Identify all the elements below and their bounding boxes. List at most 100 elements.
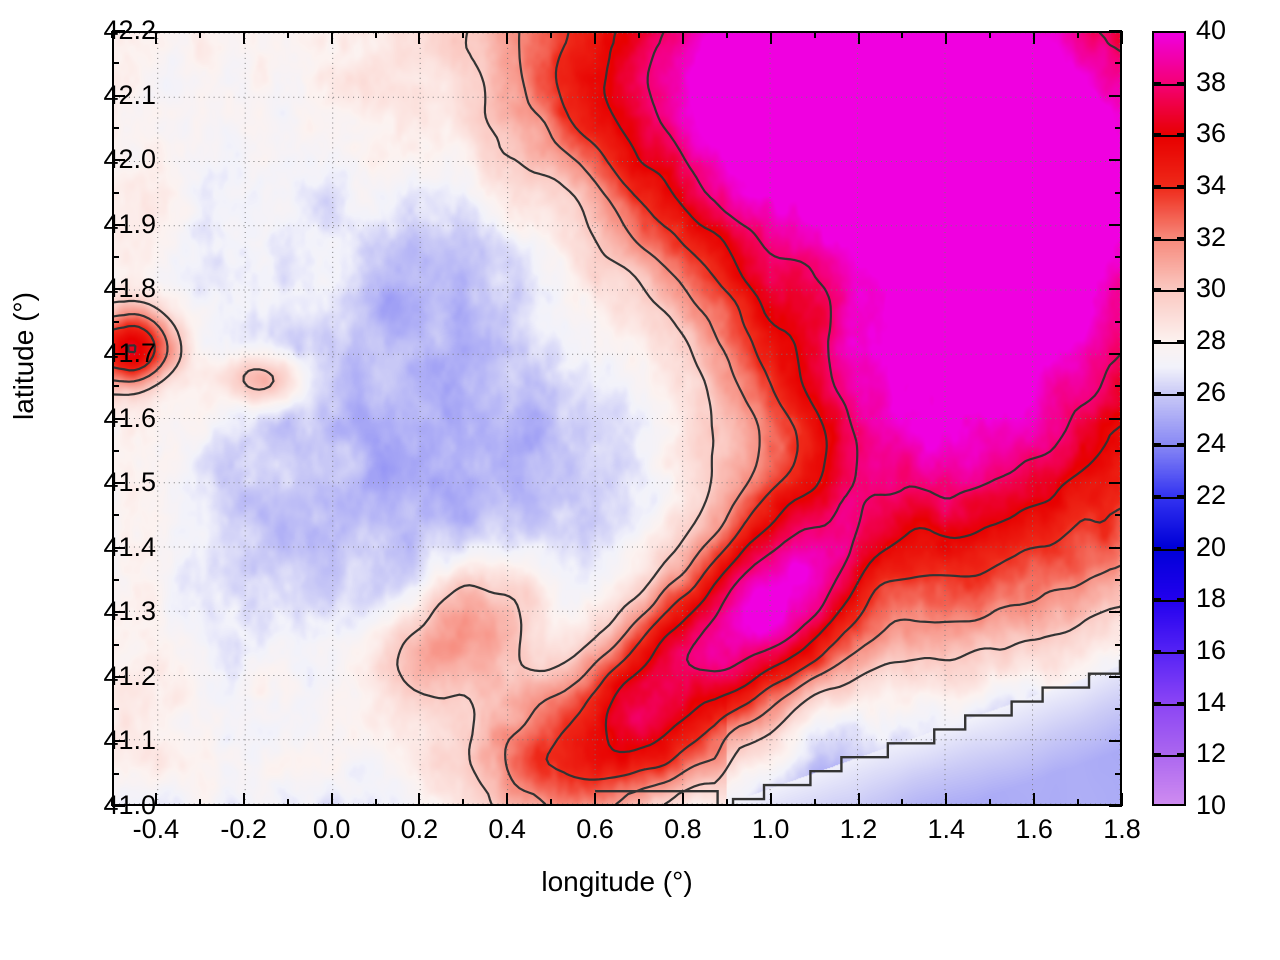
y-axis-tick — [112, 514, 119, 517]
colorbar-tick — [1177, 495, 1186, 497]
colorbar-band-separator — [1154, 83, 1184, 86]
colorbar-tick — [1177, 340, 1186, 342]
x-axis-tick-top — [374, 31, 377, 38]
y-axis-title: latitude (°) — [8, 292, 39, 420]
colorbar-tick — [1152, 236, 1161, 239]
colorbar-band-separator — [1154, 497, 1184, 499]
y-axis-tick — [112, 482, 125, 485]
y-axis-tick-right — [1115, 256, 1122, 258]
x-axis-tick — [506, 793, 509, 806]
x-axis-tick-top — [111, 31, 113, 38]
y-axis-tick-right — [1109, 740, 1122, 743]
y-axis-tick — [112, 417, 125, 420]
y-axis-tick-label: 41.4 — [103, 531, 156, 562]
x-axis-tick — [594, 793, 596, 806]
map-plot-area[interactable] — [112, 31, 1122, 806]
x-axis-tick — [1121, 793, 1123, 806]
x-axis-tick-top — [1033, 31, 1036, 44]
colorbar[interactable] — [1152, 31, 1186, 806]
colorbar-tick-label: 14 — [1196, 686, 1227, 717]
colorbar-tick — [1152, 546, 1161, 549]
colorbar-band-separator — [1154, 187, 1184, 189]
colorbar-tick — [1152, 701, 1161, 704]
y-axis-tick-right — [1115, 191, 1122, 194]
colorbar-tick — [1177, 81, 1186, 84]
x-axis-title: longitude (°) — [541, 866, 693, 897]
y-axis-tick-right — [1115, 126, 1122, 129]
y-axis-tick-label: 42.2 — [103, 15, 156, 45]
y-axis-tick-label: 41.5 — [103, 467, 156, 498]
colorbar-tick — [1177, 288, 1186, 291]
colorbar-tick — [1152, 650, 1161, 652]
y-axis-tick-right — [1115, 62, 1122, 65]
x-axis-tick-top — [550, 31, 553, 38]
x-axis-tick-label: 0.6 — [576, 814, 614, 844]
x-axis-tick — [330, 793, 333, 806]
x-axis-tick-label: -0.4 — [132, 814, 180, 844]
y-axis-tick — [112, 62, 119, 65]
colorbar-tick — [1152, 443, 1161, 446]
x-axis-tick — [857, 793, 860, 806]
colorbar-tick — [1152, 288, 1161, 291]
y-axis-tick-label: 41.3 — [103, 596, 156, 627]
colorbar-tick-label: 28 — [1196, 325, 1227, 355]
colorbar-tick — [1177, 598, 1186, 601]
colorbar-tick-label: 22 — [1196, 480, 1227, 510]
colorbar-tick — [1177, 391, 1186, 394]
x-axis-tick-top — [813, 31, 816, 38]
colorbar-tick-label: 16 — [1196, 635, 1227, 665]
x-axis-tick — [111, 799, 113, 806]
x-axis-tick-label: -0.2 — [220, 814, 267, 844]
y-axis-tick-right — [1115, 385, 1122, 388]
y-axis-tick — [112, 159, 125, 162]
x-axis-tick — [198, 799, 201, 806]
y-axis-tick-right — [1109, 611, 1122, 614]
colorbar-tick — [1177, 546, 1186, 549]
y-axis-tick — [112, 546, 125, 549]
colorbar-band-separator — [1154, 135, 1184, 138]
colorbar-tick-label: 34 — [1196, 170, 1227, 200]
y-axis-tick-right — [1109, 288, 1122, 291]
y-axis-tick — [112, 449, 119, 452]
y-axis-tick-right — [1109, 805, 1122, 807]
x-axis-tick — [1077, 799, 1080, 806]
colorbar-tick-label: 36 — [1196, 118, 1227, 149]
y-axis-tick-right — [1109, 675, 1122, 678]
colorbar-tick — [1177, 701, 1186, 704]
colorbar-tick — [1177, 133, 1186, 136]
y-axis-tick — [112, 191, 119, 194]
colorbar-tick — [1152, 598, 1161, 601]
colorbar-band-separator — [1154, 393, 1184, 396]
colorbar-band-separator — [1154, 600, 1184, 603]
colorbar-band-separator — [1154, 652, 1184, 654]
x-axis-tick-top — [198, 31, 201, 38]
x-axis-tick-top — [594, 31, 596, 44]
colorbar-tick-label: 18 — [1196, 583, 1227, 614]
x-axis-tick-top — [945, 31, 948, 44]
x-axis-tick — [989, 799, 992, 806]
x-axis-tick — [725, 799, 728, 806]
x-axis-tick-top — [681, 31, 684, 44]
y-axis-tick — [112, 579, 119, 581]
colorbar-tick — [1152, 391, 1161, 394]
colorbar-band-separator — [1154, 290, 1184, 293]
y-axis-tick-label: 41.6 — [103, 402, 156, 433]
x-axis-tick-label: 1.0 — [751, 814, 790, 844]
y-axis-tick-right — [1115, 449, 1122, 452]
colorbar-tick-label: 40 — [1196, 15, 1227, 45]
x-axis-tick-label: 0.0 — [312, 814, 351, 844]
x-axis-tick — [638, 799, 640, 806]
colorbar-tick-label: 26 — [1196, 376, 1227, 407]
colorbar-band-separator — [1154, 548, 1184, 551]
x-axis-tick — [418, 793, 421, 806]
y-axis-tick — [112, 288, 125, 291]
y-axis-tick-right — [1109, 546, 1122, 549]
y-axis-tick — [112, 126, 119, 129]
contour-lines — [114, 33, 1120, 804]
x-axis-tick-top — [418, 31, 421, 44]
x-axis-tick-top — [1077, 31, 1080, 38]
colorbar-tick-label: 10 — [1196, 790, 1227, 820]
x-axis-tick — [462, 799, 465, 806]
y-axis-tick-right — [1115, 514, 1122, 517]
x-axis-tick — [681, 793, 684, 806]
